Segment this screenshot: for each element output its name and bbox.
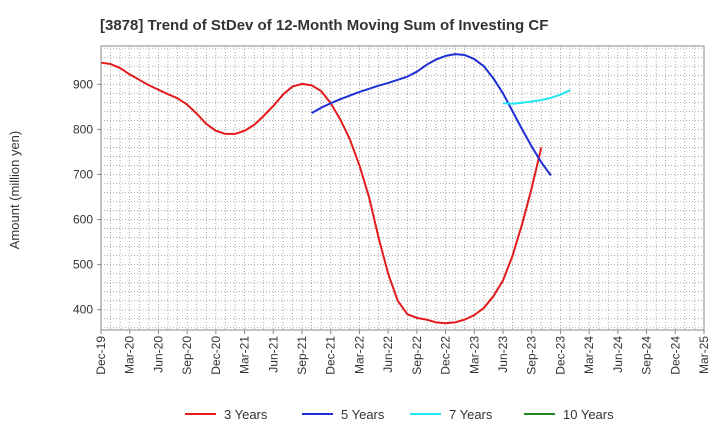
x-tick-label: Mar-22 [352,336,366,374]
series-line-3-years [100,61,543,325]
y-tick-label: 700 [73,167,93,181]
series-line-7-years [502,89,571,105]
x-tick-label: Dec-21 [324,336,338,375]
y-tick-label: 600 [73,213,93,227]
legend: 3 Years 5 Years 7 Years 10 Years [185,407,614,422]
series-layer [100,53,571,325]
x-tick-labels: Dec-19 Mar-20 Jun-20 Sep-20 Dec-20 Mar-21 Jun-… [94,330,711,375]
y-tick-labels: 400 500 600 700 800 900 [73,77,101,317]
x-tick-label: Dec-22 [439,336,453,375]
x-tick-label: Dec-20 [209,336,223,375]
plot-frame [100,45,705,331]
y-tick-label: 500 [73,258,93,272]
legend-label: 10 Years [563,407,614,422]
x-tick-label: Mar-23 [467,336,481,374]
y-tick-label: 800 [73,122,93,136]
x-tick-label: Jun-23 [496,336,510,373]
x-tick-label: Mar-25 [697,336,711,374]
x-tick-label: Jun-21 [266,336,280,373]
grid-layer [100,46,705,330]
legend-label: 5 Years [341,407,385,422]
x-tick-label: Sep-23 [525,336,539,375]
y-axis-label: Amount (million yen) [7,131,22,250]
chart-title: [3878] Trend of StDev of 12-Month Moving… [100,17,548,34]
legend-label: 7 Years [449,407,493,422]
x-tick-label: Dec-19 [94,336,108,375]
y-tick-label: 400 [73,303,93,317]
x-tick-label: Jun-22 [381,336,395,373]
x-tick-label: Mar-20 [123,336,137,374]
x-tick-label: Dec-24 [668,336,682,375]
x-tick-label: Sep-22 [410,336,424,375]
x-tick-label: Dec-23 [553,336,567,375]
series-line-5-years [311,53,552,176]
x-tick-label: Mar-21 [238,336,252,374]
x-tick-label: Jun-24 [611,336,625,373]
legend-label: 3 Years [224,407,268,422]
y-tick-label: 900 [73,77,93,91]
x-tick-label: Sep-21 [295,336,309,375]
x-tick-label: Sep-20 [180,336,194,375]
x-tick-label: Sep-24 [640,336,654,375]
x-tick-label: Mar-24 [582,336,596,374]
x-tick-label: Jun-20 [151,336,165,373]
